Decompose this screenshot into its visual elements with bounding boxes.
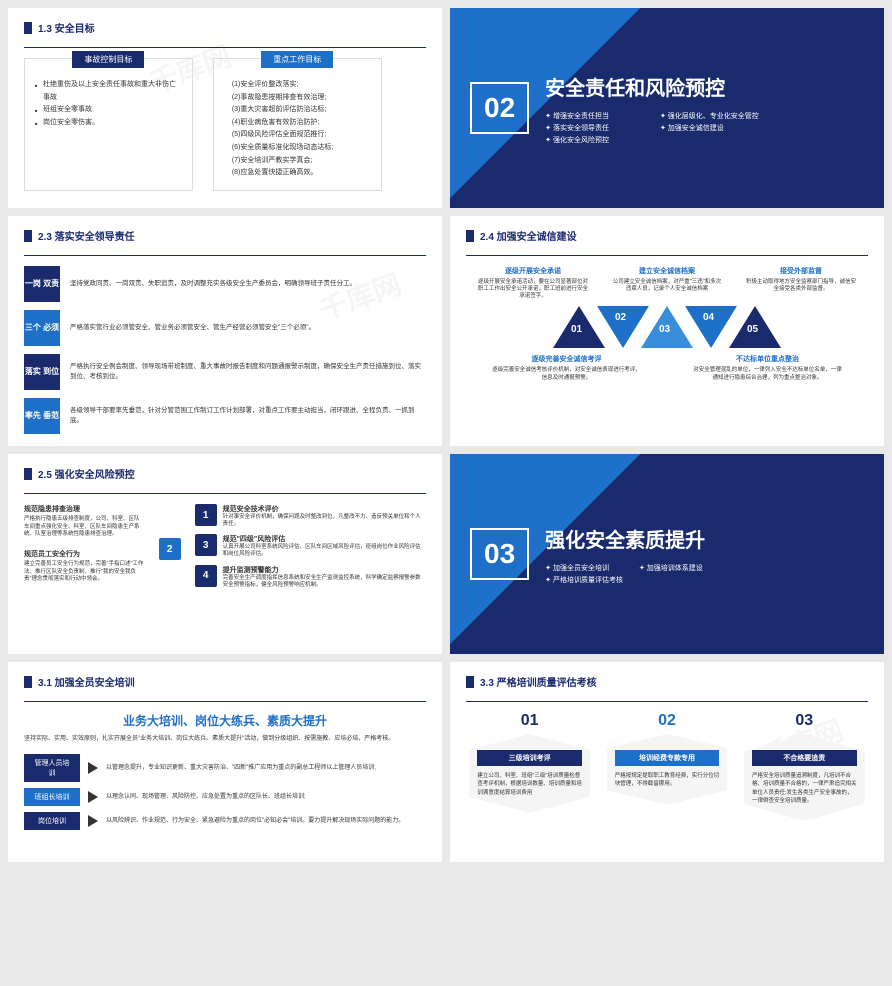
box-accident-control: 事故控制目标 杜绝重伤及以上安全责任事故和重大非伤亡事故班组安全零事故岗位安全零… — [24, 58, 193, 191]
section-title: 2.4 加强安全诚信建设 — [466, 228, 868, 243]
section-num: 03 — [470, 528, 529, 580]
tops-24: 逐级开展安全承诺逐级开展安全承诺活动，要在公司显著部位对职工工作出安全公开承诺，… — [466, 266, 868, 300]
left-25: 规范隐患排查治理严格执行隐患五级排查制度，公司、科室、区队车间重点强化安全、科室… — [24, 504, 145, 595]
section-03-header: 03 强化安全素质提升 加强全员安全培训加强培训体系建设严格培训质量评估考核 — [450, 454, 884, 654]
right-25: 1规范安全技术评价针对事安全评价机制，确保问题及时整改到位，凡整改不力、造反预关… — [195, 504, 426, 595]
section-num: 02 — [470, 82, 529, 134]
section-title: 3.1 加强全员安全培训 — [24, 674, 426, 689]
intro: 坚持实际、实用、实效原则，扎实开展全员"业务大培训、岗位大练兵、素质大提升"活动… — [24, 735, 426, 744]
slide-2-3: 千库网 2.3 落实安全领导责任 一岗 双责坚持党政同责、一岗双责、失职追责，及… — [8, 216, 442, 446]
list-1: 杜绝重伤及以上安全责任事故和重大非伤亡事故班组安全零事故岗位安全零伤害。 — [35, 79, 182, 129]
section-title: 2.5 强化安全风险预控 — [24, 466, 426, 481]
tag: 事故控制目标 — [72, 51, 144, 68]
box-key-work: 重点工作目标 (1)安全评价整改落实;(2)事故隐患按期排查有效治理;(3)重大… — [213, 58, 382, 191]
section-title: 1.3 安全目标 — [24, 20, 426, 35]
tag: 重点工作目标 — [261, 51, 333, 68]
section-title: 安全责任和风险预控 — [545, 72, 759, 101]
bots-24: 逐级完善安全诚信考评逐级完善安全诚信考核评价机制，对安全诚信表现进行考评，信息及… — [466, 354, 868, 381]
list-2: (1)安全评价整改落实;(2)事故隐患按期排查有效治理;(3)重大灾害超前评估防… — [224, 79, 371, 180]
slide-3-1: 3.1 加强全员安全培训 业务大培训、岗位大练兵、素质大提升 坚持实际、实用、实… — [8, 662, 442, 862]
rows-31: 管理人员培训以管理念提升，专业知识更新、重大灾害防治、"四新"推广应用为重点的副… — [24, 754, 426, 830]
section-title: 2.3 落实安全领导责任 — [24, 228, 426, 243]
cards-33: 01三级培训考评建立公司、科室、班组"三级"培训质量检督查考评机制，根据培训数量… — [466, 712, 868, 821]
section-bullets-3: 加强全员安全培训加强培训体系建设严格培训质量评估考核 — [545, 563, 717, 585]
tris-24: 0102030405 — [466, 306, 868, 348]
mid-num: 2 — [159, 538, 181, 560]
section-title: 3.3 严格培训质量评估考核 — [466, 674, 868, 689]
slide-1-3: 千库网 1.3 安全目标 事故控制目标 杜绝重伤及以上安全责任事故和重大非伤亡事… — [8, 8, 442, 208]
section-title: 强化安全素质提升 — [545, 524, 717, 553]
section-bullets: 增强安全责任担当强化层级化、专业化安全管控落实安全领导责任加强安全诚信建设强化安… — [545, 111, 759, 145]
slide-2-5: 2.5 强化安全风险预控 规范隐患排查治理严格执行隐患五级排查制度，公司、科室、… — [8, 454, 442, 654]
slide-3-3: 千库网 3.3 严格培训质量评估考核 01三级培训考评建立公司、科室、班组"三级… — [450, 662, 884, 862]
rows-23: 一岗 双责坚持党政同责、一岗双责、失职追责，及时调整充实各级安全生产委员会，明确… — [24, 266, 426, 434]
headline: 业务大培训、岗位大练兵、素质大提升 — [24, 712, 426, 729]
slide-2-4: 2.4 加强安全诚信建设 逐级开展安全承诺逐级开展安全承诺活动，要在公司显著部位… — [450, 216, 884, 446]
section-02-header: 02 安全责任和风险预控 增强安全责任担当强化层级化、专业化安全管控落实安全领导… — [450, 8, 884, 208]
